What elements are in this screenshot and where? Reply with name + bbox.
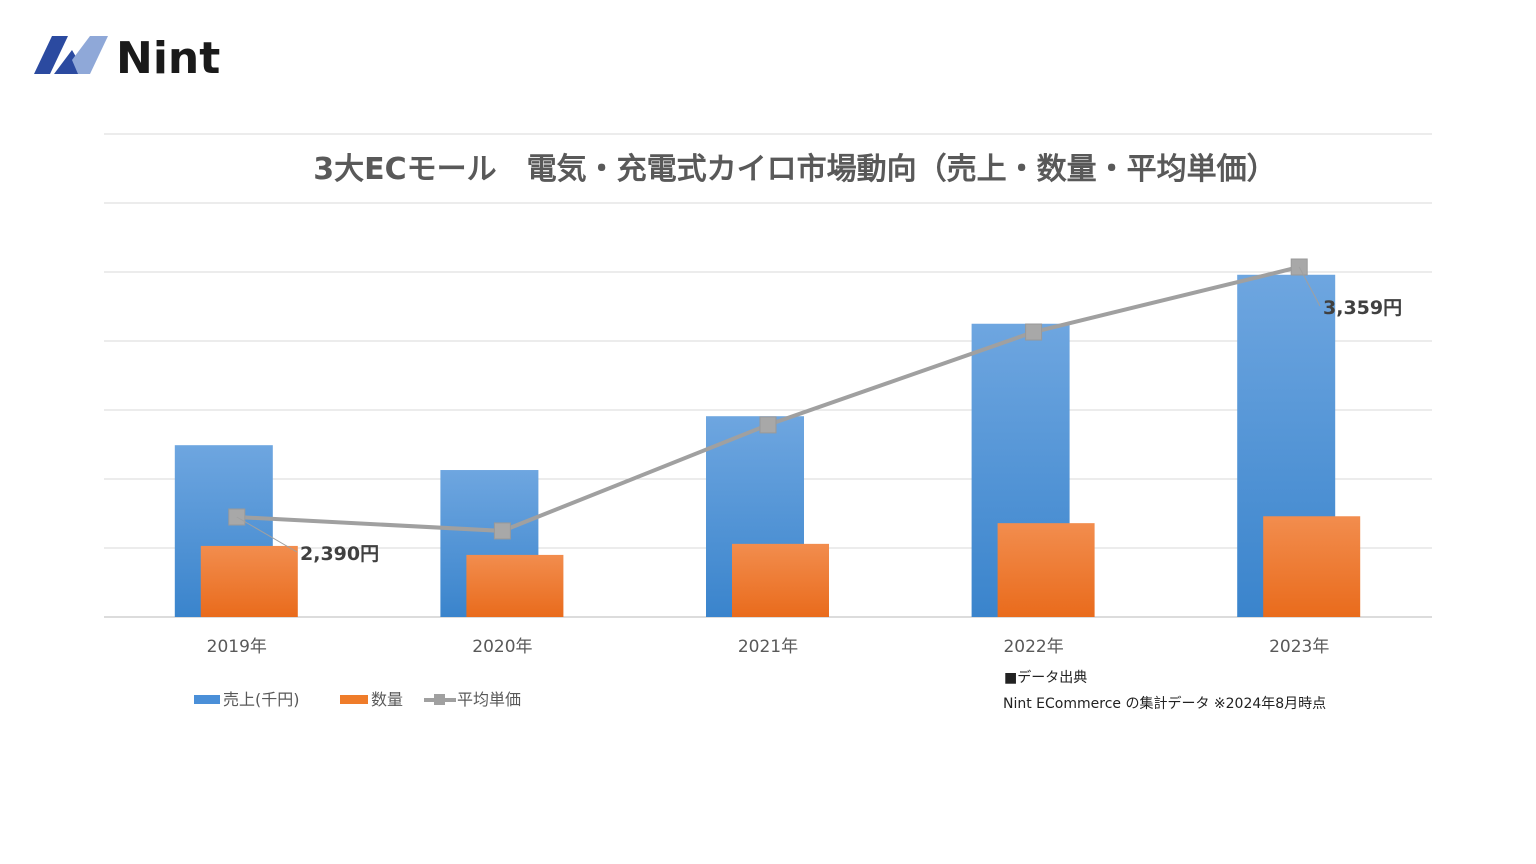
point-price xyxy=(493,522,511,540)
bar-quantity xyxy=(200,545,298,617)
source-heading: ■データ出典 xyxy=(1004,670,1088,686)
data-label-leader xyxy=(236,516,298,553)
legend-label-sales: 売上(千円) xyxy=(223,690,300,709)
data-label-price: 2,390円 xyxy=(300,543,379,565)
data-label-leader xyxy=(1298,266,1321,307)
legend-swatch-quantity xyxy=(340,695,368,704)
point-price xyxy=(759,416,777,434)
bar-quantity xyxy=(1263,516,1361,617)
legend-label-quantity: 数量 xyxy=(371,690,403,709)
nint-logo: Nint xyxy=(34,33,220,80)
x-tick-label: 2022年 xyxy=(1003,637,1063,657)
chart-title: 3大ECモール 電気・充電式カイロ市場動向（売上・数量・平均単価） xyxy=(313,152,1276,187)
data-label-price: 3,359円 xyxy=(1323,297,1402,319)
x-tick-label: 2019年 xyxy=(207,637,267,657)
x-tick-label: 2021年 xyxy=(738,637,798,657)
legend-swatch-sales xyxy=(194,695,220,704)
x-tick-label: 2020年 xyxy=(472,637,532,657)
bar-quantity xyxy=(466,554,564,617)
legend-marker-price xyxy=(434,694,445,705)
bar-quantity xyxy=(732,543,829,617)
logo-text: Nint xyxy=(116,33,220,80)
x-tick-label: 2023年 xyxy=(1269,637,1329,657)
source-text: Nint ECommerce の集計データ ※2024年8月時点 xyxy=(1003,696,1327,712)
point-price xyxy=(1025,323,1043,341)
legend: 売上(千円) 数量 平均単価 xyxy=(194,690,521,709)
legend-label-price: 平均単価 xyxy=(457,690,521,709)
bar-quantity xyxy=(997,523,1095,617)
